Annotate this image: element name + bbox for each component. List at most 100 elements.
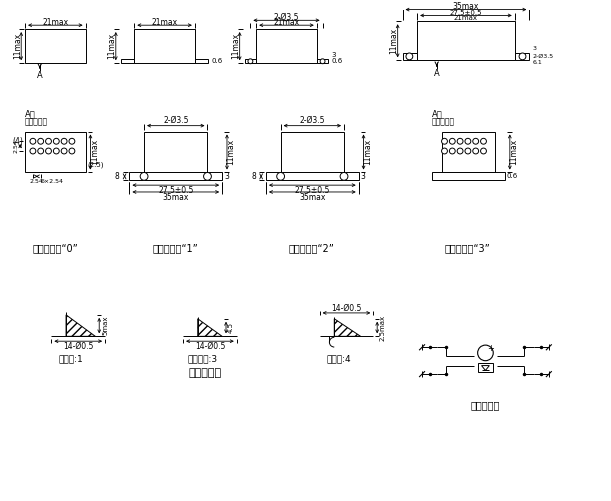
Circle shape — [457, 148, 463, 154]
Text: 2-Ø3.5: 2-Ø3.5 — [532, 54, 554, 59]
Text: 2-Ø3.5: 2-Ø3.5 — [299, 116, 325, 125]
Text: 焊钉式:4: 焊钉式:4 — [327, 354, 351, 363]
Text: 安装方式：“3”: 安装方式：“3” — [445, 243, 491, 254]
Text: 安装方式：“2”: 安装方式：“2” — [289, 243, 335, 254]
Circle shape — [449, 148, 455, 154]
Bar — [144, 131, 208, 172]
Text: 着色绶缘子: 着色绶缘子 — [25, 117, 48, 126]
Circle shape — [465, 148, 471, 154]
Bar — [25, 29, 86, 63]
Bar — [25, 131, 86, 172]
Text: A向: A向 — [432, 109, 442, 118]
Circle shape — [30, 148, 36, 154]
Bar — [403, 53, 417, 60]
Circle shape — [53, 138, 59, 144]
Text: 21max: 21max — [42, 18, 68, 27]
Bar — [134, 29, 195, 63]
Text: 11max: 11max — [227, 139, 235, 165]
Text: 2.54: 2.54 — [14, 139, 19, 153]
Text: 4.5: 4.5 — [228, 322, 234, 333]
Circle shape — [30, 138, 36, 144]
Circle shape — [519, 53, 526, 60]
Bar — [266, 172, 359, 180]
Text: 21max: 21max — [152, 18, 178, 27]
Text: 11max: 11max — [90, 139, 99, 165]
Text: 3: 3 — [532, 46, 536, 51]
Bar — [514, 53, 529, 60]
Text: (4): (4) — [12, 137, 23, 146]
Text: 底视电路图: 底视电路图 — [470, 400, 500, 410]
Bar — [478, 363, 493, 372]
Text: A向: A向 — [25, 109, 36, 118]
Polygon shape — [198, 319, 222, 336]
Text: 3: 3 — [331, 53, 336, 59]
Polygon shape — [334, 319, 360, 336]
Bar — [280, 131, 344, 172]
Circle shape — [481, 138, 486, 144]
Circle shape — [481, 148, 486, 154]
Text: 插针式:1: 插针式:1 — [59, 354, 83, 363]
Text: 27.5±0.5: 27.5±0.5 — [295, 185, 330, 194]
Text: 2-Ø3.5: 2-Ø3.5 — [163, 116, 189, 125]
Bar — [432, 172, 505, 180]
Circle shape — [69, 138, 75, 144]
Text: 引出端型式: 引出端型式 — [188, 368, 222, 378]
Circle shape — [53, 148, 59, 154]
Circle shape — [442, 148, 447, 154]
Text: 0.6: 0.6 — [507, 173, 518, 179]
Text: 2.54: 2.54 — [30, 179, 44, 184]
Circle shape — [277, 172, 285, 180]
Text: 14-Ø0.5: 14-Ø0.5 — [195, 342, 225, 351]
Text: 11max: 11max — [232, 33, 240, 59]
Text: 3: 3 — [360, 172, 365, 181]
Bar — [442, 131, 495, 172]
Text: 6.1: 6.1 — [532, 60, 542, 65]
Polygon shape — [66, 315, 95, 336]
Bar — [195, 59, 208, 63]
Text: 5max: 5max — [102, 316, 108, 335]
Bar — [130, 172, 222, 180]
Circle shape — [140, 172, 148, 180]
Text: 27.5±0.5: 27.5±0.5 — [450, 10, 482, 16]
Text: 着色绶缘子: 着色绶缘子 — [432, 117, 455, 126]
Bar — [417, 21, 514, 60]
Bar — [244, 59, 256, 63]
Bar — [256, 29, 316, 63]
Text: A: A — [434, 70, 439, 79]
Circle shape — [457, 138, 463, 144]
Bar — [121, 59, 134, 63]
Circle shape — [46, 148, 51, 154]
Circle shape — [61, 148, 67, 154]
Text: 21max: 21max — [454, 16, 478, 22]
Text: 14-Ø0.5: 14-Ø0.5 — [331, 304, 362, 313]
Text: 11max: 11max — [509, 139, 518, 165]
Text: 8: 8 — [115, 172, 120, 181]
Text: 0.6: 0.6 — [331, 58, 343, 64]
Polygon shape — [481, 366, 489, 370]
Circle shape — [38, 148, 43, 154]
Circle shape — [69, 148, 75, 154]
Text: 0.6: 0.6 — [211, 58, 222, 64]
Circle shape — [46, 138, 51, 144]
Text: 14-Ø0.5: 14-Ø0.5 — [63, 342, 93, 351]
Circle shape — [38, 138, 43, 144]
Text: 安装方式：“1”: 安装方式：“1” — [152, 243, 198, 254]
Circle shape — [478, 345, 493, 361]
Text: 软引线式:3: 软引线式:3 — [188, 354, 218, 363]
Text: 11max: 11max — [363, 139, 372, 165]
Circle shape — [203, 172, 211, 180]
Text: 35max: 35max — [453, 2, 479, 11]
Text: 11max: 11max — [13, 33, 22, 59]
Text: 3: 3 — [224, 172, 229, 181]
Text: +: + — [487, 345, 494, 354]
Text: 6×2.54: 6×2.54 — [41, 179, 64, 184]
Circle shape — [473, 138, 478, 144]
Text: 8: 8 — [252, 172, 256, 181]
Text: 35max: 35max — [163, 193, 189, 202]
Circle shape — [248, 59, 253, 64]
Text: 27.5±0.5: 27.5±0.5 — [158, 185, 194, 194]
Text: 2-Ø3.5: 2-Ø3.5 — [274, 13, 299, 22]
Circle shape — [442, 138, 447, 144]
Text: A: A — [37, 72, 43, 80]
Text: (2.5): (2.5) — [87, 161, 104, 168]
